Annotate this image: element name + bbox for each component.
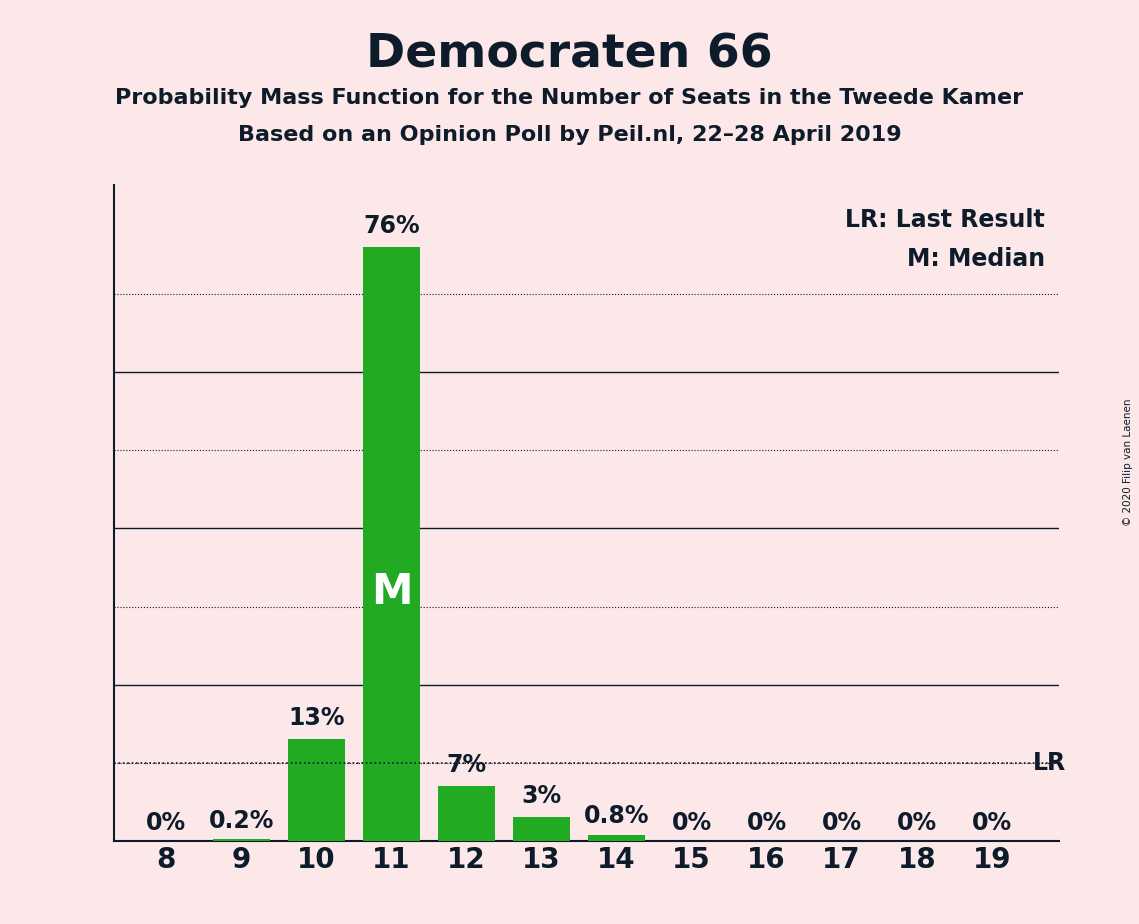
- Bar: [213, 839, 270, 841]
- Text: 0%: 0%: [896, 810, 936, 834]
- Text: 13%: 13%: [288, 706, 345, 730]
- Bar: [514, 818, 570, 841]
- Bar: [288, 739, 345, 841]
- Text: M: M: [371, 570, 412, 613]
- Text: 0%: 0%: [746, 810, 787, 834]
- Text: 7%: 7%: [446, 753, 486, 777]
- Text: 76%: 76%: [363, 214, 420, 237]
- Text: Democraten 66: Democraten 66: [366, 32, 773, 78]
- Text: Probability Mass Function for the Number of Seats in the Tweede Kamer: Probability Mass Function for the Number…: [115, 88, 1024, 108]
- Text: © 2020 Filip van Laenen: © 2020 Filip van Laenen: [1123, 398, 1133, 526]
- Bar: [363, 248, 419, 841]
- Text: 0.8%: 0.8%: [584, 805, 649, 828]
- Text: 0%: 0%: [146, 810, 187, 834]
- Text: 0.2%: 0.2%: [208, 809, 274, 833]
- Bar: [439, 786, 494, 841]
- Text: 0%: 0%: [672, 810, 712, 834]
- Text: LR: LR: [1033, 750, 1066, 774]
- Text: LR: Last Result: LR: Last Result: [845, 208, 1046, 232]
- Text: 0%: 0%: [972, 810, 1011, 834]
- Text: 3%: 3%: [522, 784, 562, 808]
- Text: Based on an Opinion Poll by Peil.nl, 22–28 April 2019: Based on an Opinion Poll by Peil.nl, 22–…: [238, 125, 901, 145]
- Text: 0%: 0%: [821, 810, 862, 834]
- Bar: [589, 834, 645, 841]
- Text: M: Median: M: Median: [907, 247, 1046, 271]
